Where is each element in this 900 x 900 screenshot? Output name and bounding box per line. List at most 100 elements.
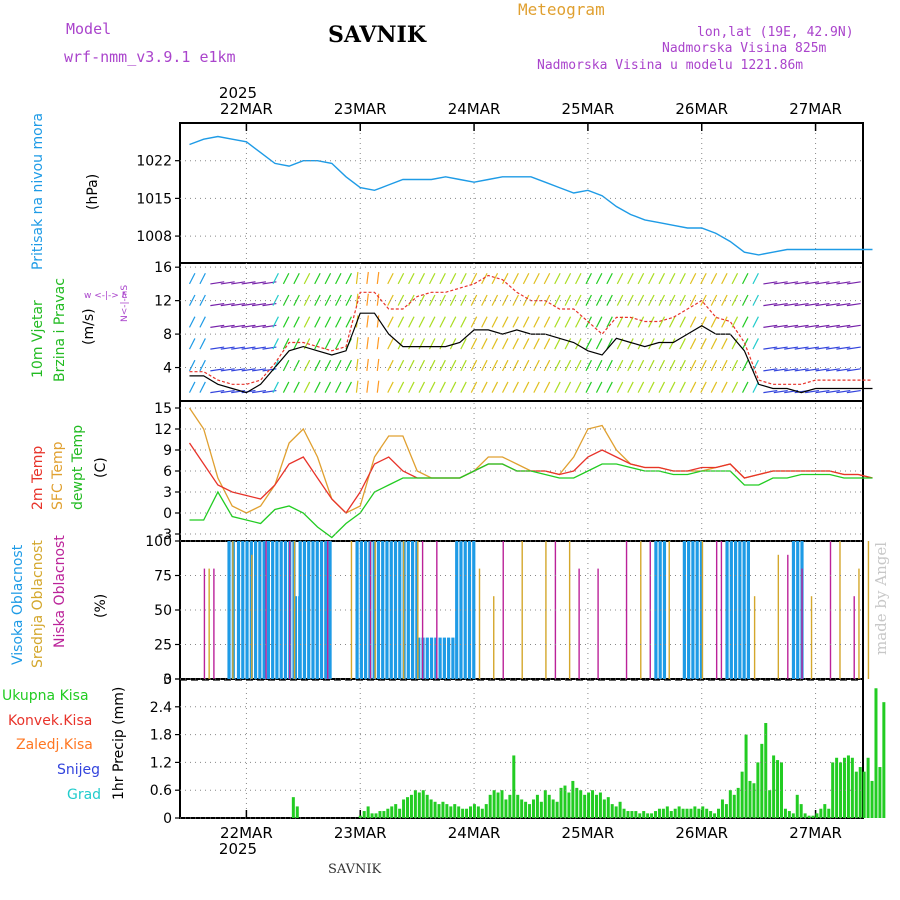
cloud-bar <box>738 541 742 679</box>
precip-bar <box>453 804 457 818</box>
top-day-label: 25MAR <box>562 100 615 118</box>
wind-barb <box>679 316 686 328</box>
precip-bar <box>854 771 858 818</box>
precip-bar <box>606 797 610 818</box>
precip-bar <box>591 790 595 818</box>
precip-bar <box>827 808 831 818</box>
wind-barb <box>220 302 235 307</box>
bottom-day-label: 24MAR <box>448 824 501 842</box>
wind-barb <box>408 338 415 350</box>
y-tick-label: 12 <box>154 294 172 310</box>
wind-barb <box>376 315 380 328</box>
precip-bar <box>512 755 516 818</box>
wind-barb <box>731 316 739 328</box>
wind-barb <box>428 381 436 393</box>
cloud-bar <box>425 637 429 679</box>
wind-unit-label: (m/s) <box>81 308 97 345</box>
precip-bar <box>661 808 665 818</box>
wind-barb <box>658 272 666 285</box>
wind-barb <box>460 359 467 372</box>
precip-bar <box>846 755 850 818</box>
wind-barb <box>188 381 196 393</box>
wind-barb <box>575 359 582 372</box>
wind-barb <box>679 272 686 285</box>
precip-bar <box>441 801 445 818</box>
precip-bar <box>697 808 701 818</box>
wind-barb <box>460 294 467 306</box>
wind-barb <box>282 338 290 350</box>
cloud-bar <box>438 637 442 679</box>
wind-barb <box>408 359 415 372</box>
wind-barb <box>575 338 582 350</box>
wind-barb <box>805 281 820 285</box>
wind-barb <box>439 381 446 393</box>
wind-axis-label-2: Brzina i Pravac <box>52 278 68 382</box>
wind-barb <box>637 272 645 285</box>
wind-barb <box>815 346 830 350</box>
wind-barb <box>481 294 488 306</box>
cloud-bar <box>315 541 319 679</box>
wind-barb <box>470 272 478 285</box>
cloud-bar <box>203 568 206 679</box>
wind-barb <box>784 324 799 328</box>
wind-barb <box>741 359 749 372</box>
cloud-bar <box>682 541 686 679</box>
cloud-bar <box>311 541 315 679</box>
wind-barb <box>512 359 519 372</box>
precip-bar <box>370 813 374 818</box>
temp-unit-label: (C) <box>93 457 109 478</box>
wind-barb <box>575 272 582 285</box>
wind-barb <box>784 302 799 307</box>
cloud-bar <box>720 541 723 679</box>
wind-barb <box>731 272 739 285</box>
precip-bar <box>787 811 791 818</box>
wind-barb <box>418 294 426 306</box>
temp-sfc-axis-label: SFC Temp <box>50 441 66 510</box>
cloud-bar <box>258 541 262 679</box>
cloud-bar <box>691 541 695 679</box>
wind-barb <box>231 281 246 285</box>
wind-barb <box>282 272 290 285</box>
wind-barb <box>846 302 861 307</box>
wind-barb <box>199 338 206 350</box>
wind-barb <box>491 272 499 285</box>
y-tick-label: 1.8 <box>150 728 172 744</box>
precip-bar <box>492 790 496 818</box>
wind-barb <box>210 368 225 372</box>
wind-barb <box>721 272 728 285</box>
cloud-bar <box>853 596 855 679</box>
wind-barb <box>397 359 405 372</box>
wind-barb <box>533 359 540 372</box>
wind-barb <box>210 324 225 328</box>
precip-bar <box>402 799 406 818</box>
pressure-axis-label: Pritisak na nivou mora <box>30 113 46 270</box>
wind-barb <box>784 368 799 372</box>
wind-barb <box>491 294 499 306</box>
precip-bar <box>390 806 394 818</box>
cloud-bar <box>245 541 249 679</box>
wind-barb <box>773 324 788 328</box>
wind-barb <box>366 315 369 328</box>
precip-bar <box>618 801 622 818</box>
wind-barb <box>252 346 267 350</box>
cloud-bar <box>787 554 789 679</box>
wind-barb <box>188 294 196 306</box>
precip-bar <box>429 799 433 818</box>
wind-barb <box>689 316 697 328</box>
wind-barb <box>575 294 582 306</box>
wind-barb <box>501 272 509 285</box>
wind-barb <box>293 272 300 285</box>
wind-barb <box>439 294 446 306</box>
y-tick-label: 25 <box>154 638 172 654</box>
precip-bar <box>882 702 886 818</box>
wind-barb <box>805 346 820 350</box>
wind-barb <box>293 381 300 393</box>
wind-barb <box>668 338 676 350</box>
wind-barb <box>721 359 728 372</box>
cloud-bar <box>578 568 580 679</box>
cloud-bar <box>451 637 455 679</box>
wind-barb <box>836 368 851 372</box>
precip-panel: 0 0.6 1.2 1.8 2.4 3 1hr Precip (mm) Ukupna Ki… <box>2 672 886 827</box>
precip-bar <box>524 801 528 818</box>
wind-barb <box>679 381 686 393</box>
